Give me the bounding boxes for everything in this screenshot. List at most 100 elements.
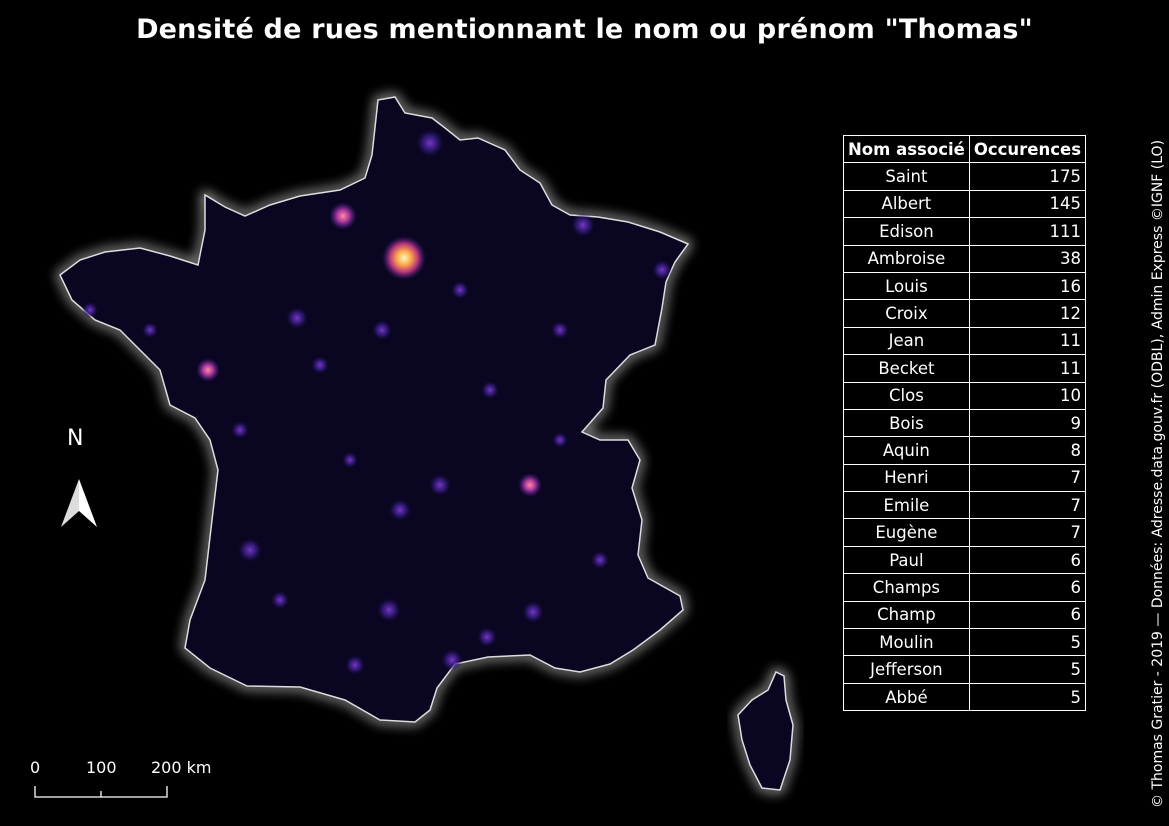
north-label: N: [67, 426, 84, 451]
table-row: Albert 145: [843, 189, 1087, 219]
cell-count: 16: [968, 271, 1087, 301]
cell-name: Moulin: [843, 628, 970, 657]
table-row: Emile 7: [843, 491, 1087, 520]
cell-name: Ambroise: [843, 244, 970, 273]
table-row: Eugène 7: [843, 518, 1087, 547]
table-row: Aquin 8: [843, 436, 1087, 465]
cell-count: 5: [968, 655, 1087, 684]
cell-count: 6: [968, 600, 1087, 630]
table-row: Paul 6: [843, 545, 1087, 575]
credits-text: © Thomas Gratier - 2019 — Données: Adres…: [1150, 139, 1166, 808]
hotspot: [652, 260, 672, 280]
occurrence-table: Nom associé Occurences Saint 175 Albert 145…: [843, 134, 1087, 712]
cell-name: Albert: [843, 189, 970, 219]
hotspot: [142, 322, 158, 338]
hotspot: [591, 551, 609, 569]
cell-name: Clos: [843, 381, 970, 410]
cell-count: 7: [968, 491, 1087, 520]
scale-label-100: 100: [86, 758, 117, 777]
hotspot: [238, 538, 262, 562]
cell-count: 5: [968, 682, 1087, 712]
cell-count: 7: [968, 518, 1087, 547]
cell-name: Abbé: [843, 682, 970, 712]
cell-count: 11: [968, 354, 1087, 383]
table-row: Moulin 5: [843, 628, 1087, 657]
hotspot: [429, 474, 451, 496]
hotspot: [329, 202, 357, 230]
table-row: Jefferson 5: [843, 655, 1087, 684]
table-row: Croix 12: [843, 299, 1087, 328]
cell-count: 8: [968, 436, 1087, 465]
hotspot: [451, 281, 469, 299]
cell-name: Champs: [843, 573, 970, 602]
cell-name: Eugène: [843, 518, 970, 547]
column-header-name: Nom associé: [843, 134, 970, 164]
table-row: Abbé 5: [843, 682, 1087, 712]
cell-count: 12: [968, 299, 1087, 328]
north-arrow-icon: [61, 479, 97, 527]
scale-label-200: 200 km: [151, 758, 212, 777]
table-row: Champ 6: [843, 600, 1087, 630]
hotspot: [82, 302, 98, 318]
cell-name: Paul: [843, 545, 970, 575]
hotspot: [231, 421, 249, 439]
table-row: Clos 10: [843, 381, 1087, 410]
hotspot: [552, 432, 568, 448]
cell-name: Champ: [843, 600, 970, 630]
cell-name: Becket: [843, 354, 970, 383]
cell-name: Edison: [843, 217, 970, 246]
hotspot: [345, 655, 365, 675]
scale-label-0: 0: [30, 758, 41, 777]
hotspot: [441, 649, 463, 671]
scale-bar: [34, 786, 168, 798]
hotspot: [551, 321, 569, 339]
cell-name: Emile: [843, 491, 970, 520]
density-hotspots: [82, 129, 672, 675]
table-row: Bois 9: [843, 408, 1087, 438]
cell-name: Saint: [843, 162, 970, 191]
table-header-row: Nom associé Occurences: [843, 134, 1087, 164]
hotspot: [372, 320, 392, 340]
cell-count: 9: [968, 408, 1087, 438]
cell-count: 7: [968, 463, 1087, 493]
cell-count: 145: [968, 189, 1087, 219]
cell-name: Jefferson: [843, 655, 970, 684]
corsica: [735, 668, 796, 793]
cell-count: 38: [968, 244, 1087, 273]
table-row: Saint 175: [843, 162, 1087, 191]
hotspot: [477, 627, 497, 647]
hotspot: [377, 598, 401, 622]
hotspot: [389, 499, 411, 521]
cell-count: 175: [968, 162, 1087, 191]
map-title: Densité de rues mentionnant le nom ou pr…: [136, 14, 1033, 45]
cell-count: 5: [968, 628, 1087, 657]
hotspot: [271, 591, 289, 609]
table-body: Saint 175 Albert 145 Edison 111 Ambroise 38 Loui…: [843, 162, 1087, 712]
hotspot: [416, 129, 444, 157]
hotspot: [286, 307, 308, 329]
cell-count: 10: [968, 381, 1087, 410]
hotspot: [522, 601, 544, 623]
hotspot: [518, 473, 542, 497]
cell-name: Croix: [843, 299, 970, 328]
column-header-count: Occurences: [968, 134, 1087, 164]
hotspot: [571, 213, 595, 237]
mainland-france: [56, 94, 692, 725]
cell-count: 6: [968, 573, 1087, 602]
table-row: Becket 11: [843, 354, 1087, 383]
hotspot: [196, 358, 220, 382]
hotspot-paris: [382, 236, 426, 280]
table-row: Henri 7: [843, 463, 1087, 493]
table-row: Ambroise 38: [843, 244, 1087, 273]
hotspot: [311, 356, 329, 374]
cell-count: 11: [968, 326, 1087, 356]
hotspot: [342, 452, 358, 468]
table-row: Louis 16: [843, 271, 1087, 301]
cell-name: Aquin: [843, 436, 970, 465]
cell-count: 6: [968, 545, 1087, 575]
cell-name: Jean: [843, 326, 970, 356]
cell-count: 111: [968, 217, 1087, 246]
hotspot: [481, 381, 499, 399]
cell-name: Louis: [843, 271, 970, 301]
table-row: Champs 6: [843, 573, 1087, 602]
